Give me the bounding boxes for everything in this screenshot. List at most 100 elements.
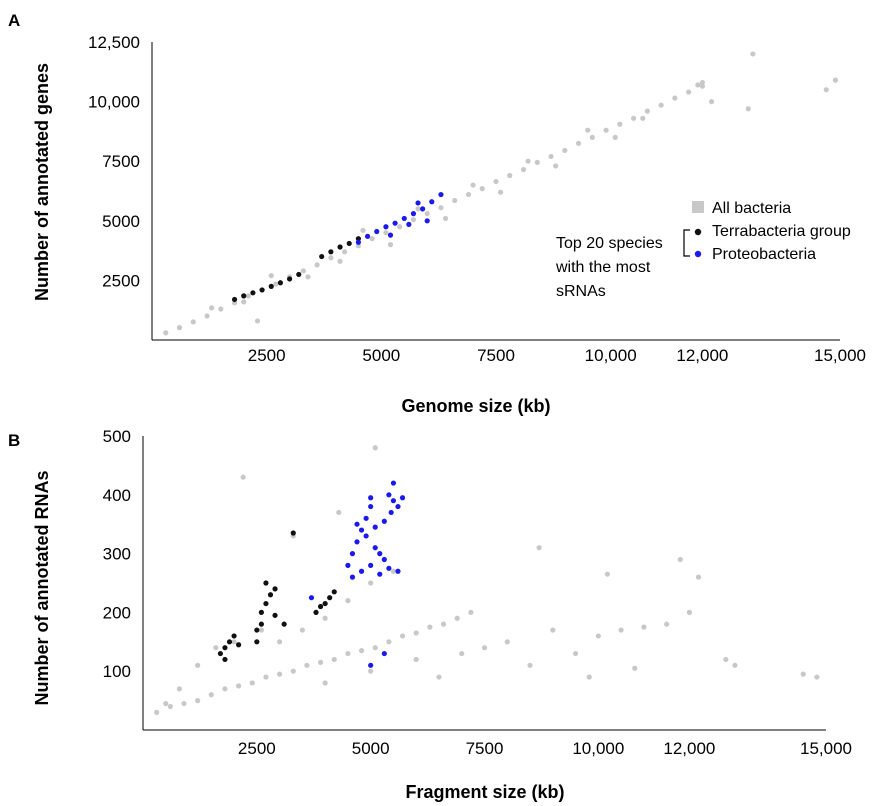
point-proteobacteria [372, 545, 378, 551]
point-all-bacteria [553, 163, 559, 169]
point-proteobacteria [345, 562, 351, 568]
x-tick-label: 7500 [466, 739, 504, 758]
point-all-bacteria [438, 205, 444, 211]
point-all-bacteria [345, 598, 351, 604]
point-all-bacteria [699, 83, 706, 89]
point-terrabacteria-group [254, 627, 260, 633]
point-terrabacteria-group [222, 656, 228, 663]
point-terrabacteria-group [319, 253, 325, 260]
y-tick-label: 7500 [102, 152, 140, 171]
point-all-bacteria [163, 330, 169, 336]
point-all-bacteria [723, 656, 729, 663]
x-tick-label: 10,000 [585, 346, 637, 365]
point-all-bacteria [273, 281, 279, 287]
point-terrabacteria-group [263, 580, 269, 586]
legend-group-label-line-3: sRNAs [556, 283, 606, 300]
point-proteobacteria [424, 218, 430, 224]
point-proteobacteria [349, 551, 356, 557]
point-terrabacteria-group [296, 271, 302, 278]
point-all-bacteria [595, 633, 601, 639]
legend-group-label-line-2: with the most [555, 259, 651, 276]
point-proteobacteria [381, 556, 387, 563]
point-all-bacteria [452, 197, 458, 204]
panel-b-letter: B [8, 431, 20, 450]
point-all-bacteria [299, 627, 305, 633]
point-all-bacteria [585, 127, 591, 133]
point-all-bacteria [163, 700, 169, 707]
point-all-bacteria [368, 668, 374, 674]
point-all-bacteria [604, 571, 611, 577]
point-all-bacteria [800, 671, 806, 677]
point-all-bacteria [640, 115, 646, 121]
point-proteobacteria [354, 539, 360, 545]
y-tick-label: 300 [103, 545, 131, 564]
point-all-bacteria [695, 574, 702, 580]
point-all-bacteria [413, 656, 419, 663]
point-all-bacteria [249, 680, 255, 686]
point-all-bacteria [209, 305, 215, 311]
point-all-bacteria [631, 115, 637, 121]
point-proteobacteria [368, 503, 374, 510]
panel-a-y-axis-title: Number of annotated genes [32, 63, 52, 301]
point-all-bacteria [342, 249, 348, 255]
point-all-bacteria [572, 650, 579, 657]
x-tick-label: 2500 [248, 346, 286, 365]
point-terrabacteria-group [263, 600, 269, 607]
point-all-bacteria [686, 89, 692, 95]
point-all-bacteria [218, 306, 224, 312]
point-all-bacteria [336, 509, 342, 516]
point-terrabacteria-group [250, 290, 256, 296]
point-all-bacteria [520, 166, 527, 173]
point-all-bacteria [208, 692, 214, 698]
point-all-bacteria [322, 680, 328, 686]
point-all-bacteria [732, 662, 738, 668]
point-all-bacteria [534, 159, 540, 165]
point-proteobacteria [429, 199, 435, 205]
point-all-bacteria [454, 615, 460, 621]
point-proteobacteria [386, 492, 392, 498]
point-terrabacteria-group [290, 530, 296, 536]
point-proteobacteria [392, 220, 398, 226]
point-all-bacteria [617, 121, 623, 127]
panel-a-letter: A [8, 11, 20, 30]
point-all-bacteria [644, 108, 650, 114]
legend-swatch-all-bacteria [692, 201, 704, 213]
point-all-bacteria [562, 147, 568, 154]
point-all-bacteria [507, 172, 513, 179]
point-proteobacteria [372, 524, 378, 530]
point-proteobacteria [377, 571, 383, 577]
point-all-bacteria [548, 153, 554, 160]
point-all-bacteria [258, 627, 264, 633]
x-tick-label: 12,000 [676, 346, 728, 365]
point-proteobacteria [368, 562, 374, 568]
point-all-bacteria [390, 568, 397, 574]
point-proteobacteria [377, 551, 383, 557]
point-terrabacteria-group [272, 586, 278, 592]
point-all-bacteria [304, 662, 310, 668]
point-all-bacteria [263, 674, 269, 680]
y-tick-label: 10,000 [88, 93, 140, 112]
point-all-bacteria [240, 474, 246, 480]
point-terrabacteria-group [217, 650, 224, 657]
point-all-bacteria [314, 262, 320, 268]
point-all-bacteria [277, 671, 283, 677]
point-proteobacteria [355, 239, 361, 245]
point-all-bacteria [525, 158, 531, 164]
point-all-bacteria [424, 211, 430, 217]
point-terrabacteria-group [277, 280, 284, 286]
panel-a-x-ticks: 2500 5000 7500 10,000 12,000 15,000 [248, 346, 866, 365]
point-all-bacteria [231, 639, 237, 645]
y-tick-label: 5000 [102, 212, 140, 231]
point-terrabacteria-group [258, 609, 264, 616]
point-all-bacteria [527, 662, 533, 668]
point-all-bacteria [322, 615, 328, 621]
point-all-bacteria [699, 79, 706, 86]
point-terrabacteria-group [231, 633, 237, 639]
y-tick-label: 100 [103, 662, 131, 681]
point-all-bacteria [536, 545, 542, 551]
point-proteobacteria [308, 595, 315, 601]
panel-b-x-ticks: 2500 5000 7500 10,000 12,000 15,000 [238, 739, 852, 758]
point-terrabacteria-group [331, 589, 337, 595]
point-all-bacteria [176, 325, 183, 331]
point-all-bacteria [358, 648, 365, 654]
